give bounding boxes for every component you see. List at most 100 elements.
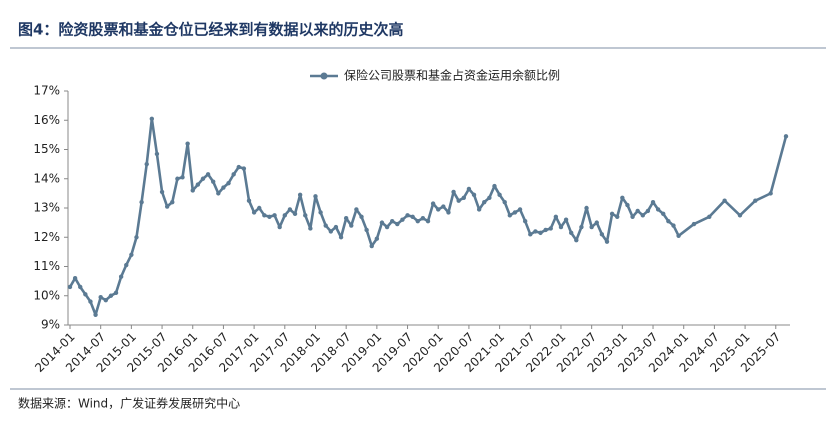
point xyxy=(574,237,579,243)
point xyxy=(108,293,114,298)
point xyxy=(354,207,359,212)
point xyxy=(671,223,676,228)
point xyxy=(236,164,241,170)
point xyxy=(625,202,630,208)
point xyxy=(558,224,564,230)
point xyxy=(190,188,195,193)
point xyxy=(405,213,410,218)
point xyxy=(436,207,441,212)
point xyxy=(246,198,252,203)
point xyxy=(707,214,712,219)
point xyxy=(609,211,615,217)
point xyxy=(124,262,129,268)
point xyxy=(379,220,385,225)
point xyxy=(318,210,323,215)
y-tick-label: 13% xyxy=(33,201,60,215)
point xyxy=(691,221,697,227)
point xyxy=(231,172,236,177)
y-tick-label: 11% xyxy=(33,259,60,273)
point xyxy=(257,205,262,211)
point xyxy=(446,210,451,215)
point xyxy=(323,223,328,228)
point xyxy=(604,239,610,244)
source: 数据来源：Wind，广发证券发展研究中心 xyxy=(18,396,240,411)
point xyxy=(512,210,518,215)
point xyxy=(297,192,303,198)
point xyxy=(180,175,185,180)
point xyxy=(722,198,727,203)
point xyxy=(113,290,119,296)
point xyxy=(456,198,461,203)
point xyxy=(118,274,124,279)
chart-title: 图4：险资股票和基金仓位已经来到有数据以来的历史次高 xyxy=(18,21,403,39)
point xyxy=(384,224,390,230)
y-tick-label: 17% xyxy=(33,84,60,98)
point xyxy=(400,217,405,222)
point xyxy=(205,172,211,177)
point xyxy=(645,208,651,214)
point xyxy=(553,214,559,219)
point xyxy=(395,221,400,227)
point xyxy=(471,192,477,198)
point xyxy=(492,183,497,189)
point xyxy=(620,195,625,200)
point xyxy=(635,208,640,214)
point xyxy=(640,213,645,218)
point xyxy=(149,116,155,121)
point xyxy=(548,226,553,231)
point xyxy=(369,243,374,249)
point xyxy=(410,214,415,219)
point xyxy=(349,223,354,228)
point xyxy=(103,297,109,303)
point xyxy=(154,151,160,157)
point xyxy=(277,224,282,230)
point xyxy=(676,233,681,238)
point xyxy=(753,198,758,203)
point xyxy=(466,186,472,192)
point xyxy=(737,213,743,218)
point xyxy=(83,292,88,297)
point xyxy=(599,232,605,237)
y-tick-label: 12% xyxy=(33,230,60,244)
point xyxy=(666,218,671,224)
point xyxy=(159,189,165,195)
point xyxy=(267,214,272,219)
point xyxy=(507,213,513,218)
point xyxy=(195,182,201,187)
point xyxy=(482,199,487,205)
point xyxy=(476,207,482,212)
point xyxy=(78,284,83,290)
point xyxy=(88,299,93,304)
point xyxy=(241,166,247,171)
point xyxy=(328,229,334,234)
point xyxy=(338,235,344,240)
point xyxy=(517,207,523,212)
point xyxy=(185,141,190,146)
point xyxy=(359,214,364,219)
point xyxy=(502,199,507,205)
y-tick-label: 16% xyxy=(33,113,60,127)
y-tick-label: 9% xyxy=(41,318,60,332)
point xyxy=(650,199,656,205)
point xyxy=(441,204,446,209)
point xyxy=(522,218,528,224)
point xyxy=(630,214,635,219)
point xyxy=(661,211,666,217)
point xyxy=(333,224,339,230)
legend-marker xyxy=(320,72,328,80)
point xyxy=(93,312,98,317)
point xyxy=(538,230,543,236)
point xyxy=(425,218,431,224)
point xyxy=(67,284,73,290)
point xyxy=(589,224,594,230)
point xyxy=(282,213,287,218)
point xyxy=(533,229,538,234)
point xyxy=(461,195,466,200)
point xyxy=(313,194,318,199)
point xyxy=(497,192,502,198)
y-tick-label: 14% xyxy=(33,171,60,185)
point xyxy=(170,199,175,205)
point xyxy=(569,230,574,236)
point xyxy=(216,191,221,196)
